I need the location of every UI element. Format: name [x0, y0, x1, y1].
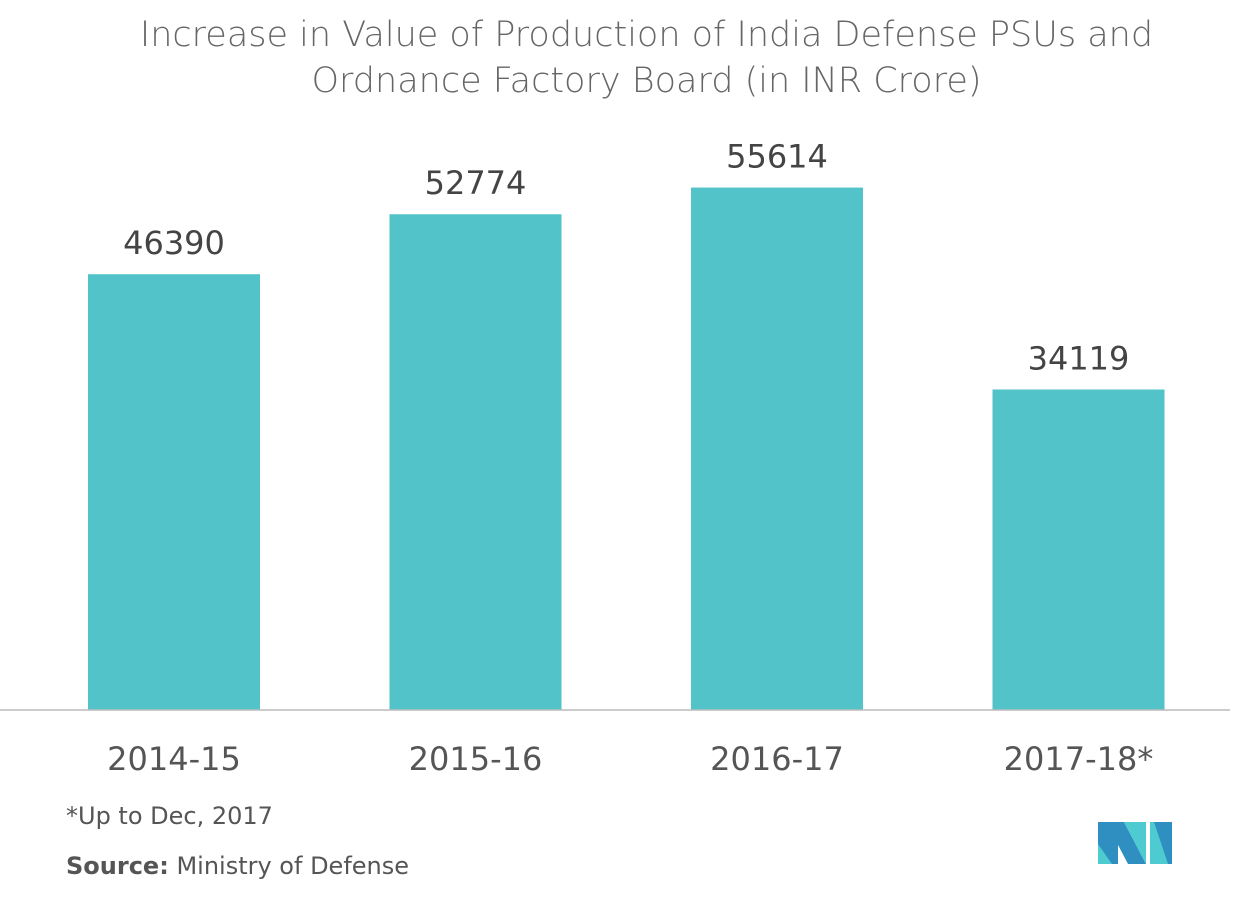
- source-line: Source: Ministry of Defense: [66, 852, 409, 880]
- x-tick-label: 2016-17: [710, 740, 844, 778]
- x-tick-label: 2017-18*: [1004, 740, 1154, 778]
- data-label: 52774: [425, 164, 527, 202]
- bar: [389, 214, 562, 710]
- x-tick-label: 2014-15: [107, 740, 241, 778]
- data-label: 46390: [123, 224, 225, 262]
- bar: [992, 389, 1165, 710]
- data-label: 55614: [726, 138, 828, 176]
- bar: [88, 274, 260, 710]
- chart-title: Increase in Value of Production of India…: [139, 15, 1154, 101]
- source-label: Source:: [66, 852, 169, 880]
- x-tick-label: 2015-16: [409, 740, 543, 778]
- data-label: 34119: [1028, 339, 1130, 377]
- bar: [691, 187, 863, 711]
- brand-logo: [1098, 822, 1172, 864]
- source-text: Ministry of Defense: [176, 852, 410, 880]
- footnote: *Up to Dec, 2017: [66, 802, 273, 830]
